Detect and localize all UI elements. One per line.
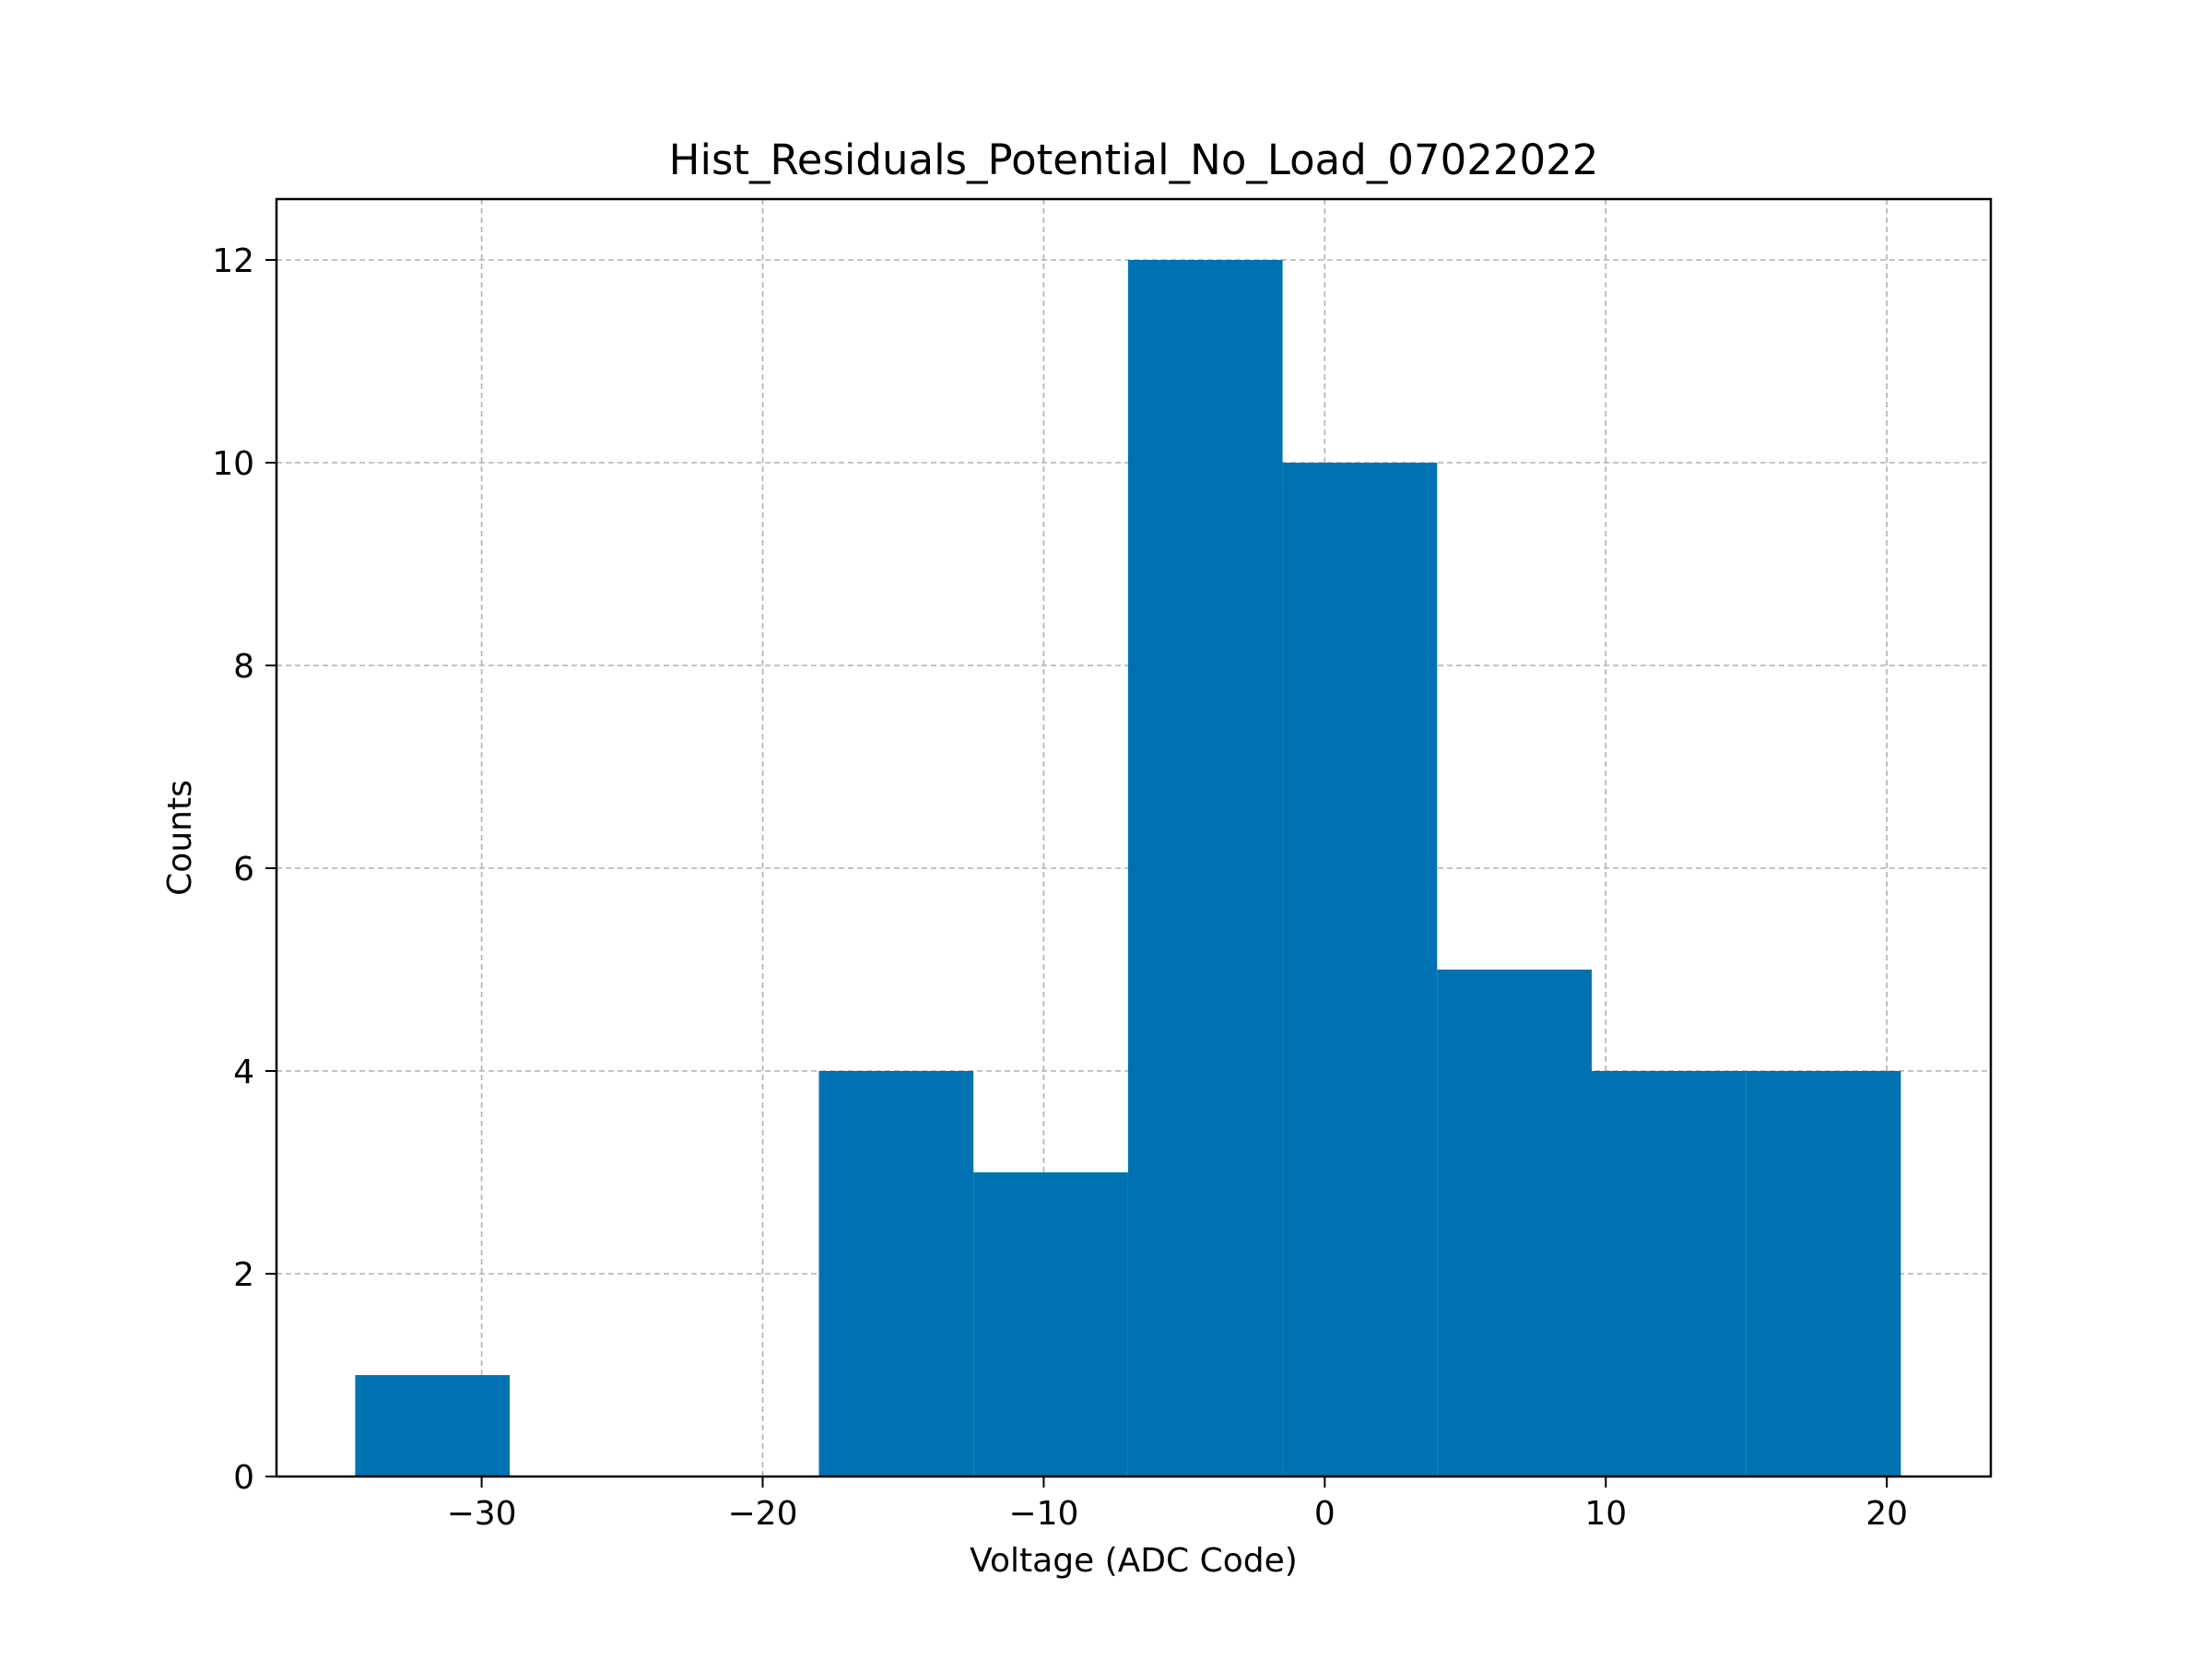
x-tick-label-4: 10 — [1584, 1495, 1627, 1533]
plot-frame — [275, 197, 1993, 1478]
histogram-bar-9 — [1746, 1071, 1901, 1477]
histogram-bar-3 — [818, 1071, 974, 1477]
x-tick-label-1: −20 — [728, 1495, 798, 1533]
histogram-bar-7 — [1437, 970, 1593, 1477]
x-tick-label-5: 20 — [1865, 1495, 1908, 1533]
y-tick-label-4: 8 — [233, 648, 254, 686]
y-tick-label-1: 2 — [233, 1256, 254, 1294]
y-tick-label-6: 12 — [212, 242, 254, 280]
histogram-bar-5 — [1127, 260, 1283, 1477]
x-tick-label-3: 0 — [1314, 1495, 1335, 1533]
y-tick-label-3: 6 — [233, 851, 254, 888]
histogram-bar-6 — [1282, 463, 1438, 1477]
x-tick-label-2: −10 — [1008, 1495, 1078, 1533]
histogram-bar-4 — [973, 1172, 1128, 1477]
axis-ticks: −30 −20 −10 0 10 20 0 2 4 6 8 10 12 — [212, 242, 1908, 1533]
histogram-bar-8 — [1592, 1071, 1747, 1477]
chart-title: Hist_Residuals_Potential_No_Load_0702202… — [669, 135, 1599, 184]
y-tick-label-5: 10 — [212, 445, 254, 483]
x-axis-label: Voltage (ADC Code) — [970, 1542, 1298, 1580]
histogram-bars — [355, 260, 1901, 1477]
histogram-bar-0 — [355, 1375, 511, 1477]
y-axis-label: Counts — [161, 780, 199, 896]
y-tick-label-0: 0 — [233, 1459, 254, 1497]
x-tick-label-0: −30 — [447, 1495, 517, 1533]
y-tick-label-2: 4 — [233, 1053, 254, 1091]
